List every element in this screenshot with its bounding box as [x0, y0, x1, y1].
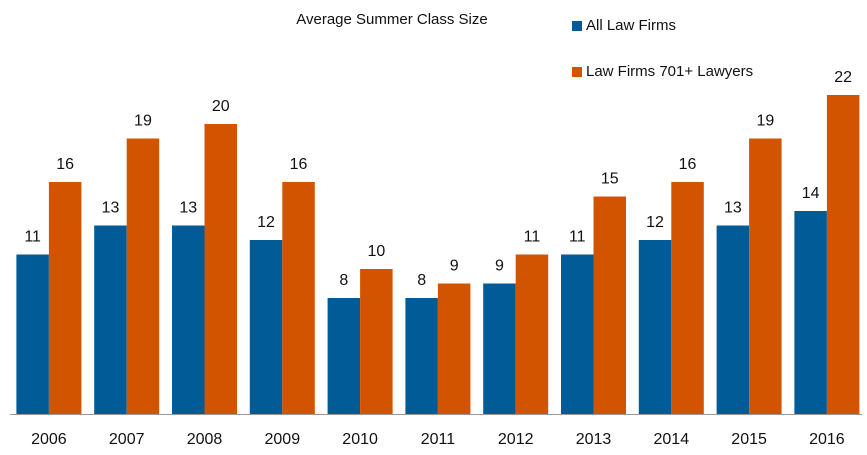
bar — [716, 225, 750, 414]
data-label: 16 — [679, 156, 697, 173]
data-label: 19 — [756, 113, 774, 130]
x-tick-label: 2010 — [342, 431, 378, 448]
data-label: 8 — [339, 272, 348, 289]
bar — [561, 254, 594, 414]
bar — [515, 254, 549, 414]
bar — [172, 225, 205, 414]
bar — [638, 240, 672, 414]
data-label: 13 — [102, 200, 120, 217]
data-label: 9 — [450, 258, 459, 275]
data-label: 9 — [495, 258, 504, 275]
bar — [16, 254, 49, 414]
data-label: 22 — [834, 69, 852, 86]
data-label: 20 — [212, 98, 230, 115]
data-label: 11 — [524, 229, 541, 246]
bar — [437, 283, 471, 414]
bar — [360, 269, 393, 414]
x-tick-label: 2006 — [31, 431, 67, 448]
x-tick-label: 2007 — [109, 431, 145, 448]
bar — [405, 298, 438, 414]
data-label: 13 — [179, 200, 197, 217]
data-label: 16 — [56, 156, 74, 173]
data-label: 15 — [601, 171, 619, 188]
data-label: 16 — [290, 156, 308, 173]
bar — [204, 124, 237, 414]
data-label: 11 — [569, 229, 586, 246]
data-label: 19 — [134, 113, 152, 130]
bar — [48, 182, 82, 414]
data-label: 12 — [646, 214, 664, 231]
bar — [282, 182, 315, 414]
legend-swatch — [572, 21, 582, 31]
x-tick-label: 2008 — [187, 431, 223, 448]
data-label: 8 — [417, 272, 426, 289]
data-label: 12 — [257, 214, 275, 231]
legend-swatch — [572, 67, 582, 77]
legend-label: All Law Firms — [586, 17, 676, 34]
legend-label: Law Firms 701+ Lawyers — [586, 63, 753, 80]
data-label: 11 — [24, 229, 41, 246]
bar — [249, 240, 283, 414]
bar — [749, 138, 782, 414]
bar — [826, 95, 860, 414]
x-tick-label: 2013 — [576, 431, 612, 448]
x-tick-label: 2011 — [421, 431, 456, 448]
bar — [126, 138, 160, 414]
x-tick-label: 2014 — [654, 431, 690, 448]
x-tick-label: 2009 — [265, 431, 301, 448]
bar — [327, 298, 361, 414]
bar — [671, 182, 704, 414]
data-label: 10 — [367, 243, 385, 260]
bar — [794, 211, 827, 414]
bar — [483, 283, 516, 414]
chart-title: Average Summer Class Size — [296, 11, 487, 28]
x-tick-label: 2015 — [731, 431, 767, 448]
x-tick-label: 2012 — [498, 431, 534, 448]
data-label: 13 — [724, 200, 742, 217]
bar — [593, 196, 626, 414]
x-tick-label: 2016 — [809, 431, 845, 448]
data-label: 14 — [802, 185, 820, 202]
bar — [94, 225, 127, 414]
